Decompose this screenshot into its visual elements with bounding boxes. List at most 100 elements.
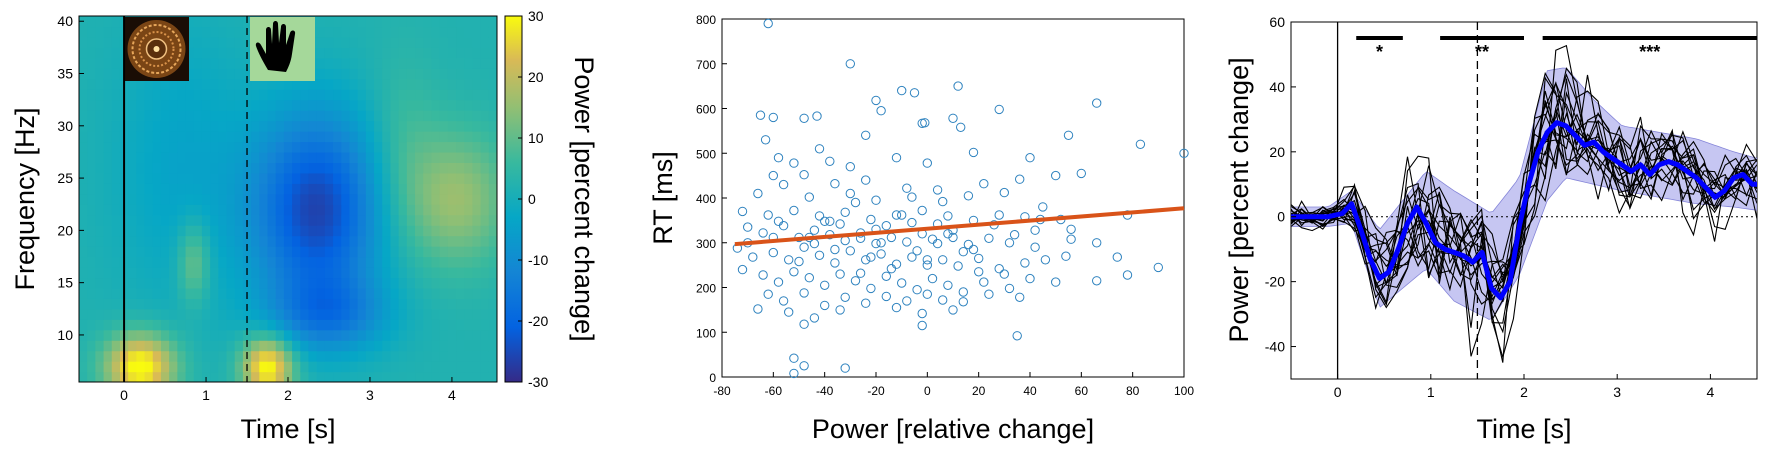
heatmap-cell [423, 36, 433, 48]
heatmap-cell [333, 287, 342, 299]
heatmap-cell [374, 99, 383, 111]
heatmap-cell [169, 246, 178, 258]
heatmap-cell [242, 162, 252, 174]
heatmap-cell [218, 78, 228, 90]
heatmap-cell [259, 350, 269, 362]
scatter-point [768, 170, 778, 181]
heatmap-cell [177, 214, 187, 226]
heatmap-cell [357, 193, 367, 205]
heatmap-cell [259, 266, 269, 279]
heatmap-cell [292, 99, 301, 111]
heatmap-cell [333, 36, 342, 48]
heatmap-cell [87, 47, 96, 59]
heatmap-cell [333, 214, 342, 226]
heatmap-cell [488, 287, 497, 299]
heatmap-cell [308, 371, 318, 382]
heatmap-cell [447, 214, 457, 226]
heatmap-cell [234, 287, 244, 299]
heatmap-cell [226, 214, 236, 226]
heatmap-cell [431, 214, 441, 226]
scatter-point [830, 258, 840, 268]
heatmap-cell [79, 193, 88, 205]
heatmap-cell [439, 371, 449, 382]
heatmap-cell [365, 308, 375, 320]
heatmap-cell [365, 120, 375, 132]
heatmap-cell [333, 361, 342, 373]
heatmap-cell [177, 340, 187, 352]
heatmap-cell [283, 235, 293, 247]
scatter-point [886, 232, 897, 243]
heatmap-cell [357, 277, 367, 289]
heatmap-cell [267, 319, 277, 331]
heatmap-cell [234, 151, 244, 163]
scatter-point [820, 216, 830, 227]
heatmap-cell [275, 371, 285, 382]
heatmap-cell [87, 162, 96, 174]
heatmap-cell [136, 131, 146, 143]
heatmap-cell [226, 371, 236, 382]
scatter-point [902, 296, 912, 306]
heatmap-cell [283, 298, 293, 310]
heatmap-cell [201, 214, 211, 226]
heatmap-cell [177, 371, 187, 382]
heatmap-cell [226, 204, 236, 216]
heatmap-cell [390, 99, 400, 111]
heatmap-cell [111, 131, 121, 143]
heatmap-cell [365, 26, 375, 38]
heatmap-cell [226, 78, 236, 90]
heatmap-cell [103, 16, 113, 28]
heatmap-cell [226, 172, 236, 184]
heatmap-cell [431, 287, 441, 299]
heatmap-cell [144, 340, 154, 352]
heatmap-cell [210, 57, 219, 69]
heatmap-cell [169, 151, 178, 163]
heatmap-cell [406, 162, 416, 174]
heatmap-cell [390, 319, 400, 331]
heatmap-cell [201, 120, 211, 132]
heatmap-cell [79, 151, 88, 163]
heatmap-cell [283, 183, 293, 195]
heatmap-cell [333, 319, 342, 331]
heatmap-cell [365, 183, 375, 195]
heatmap-cell [234, 141, 244, 153]
heatmap-cell [193, 99, 203, 111]
heatmap-cell [234, 308, 244, 320]
heatmap-cell [456, 246, 465, 258]
heatmap-cell [128, 193, 137, 205]
heatmap-cell [300, 89, 310, 101]
heatmap-cell [169, 350, 178, 362]
x-tick-label: 20 [972, 384, 986, 398]
heatmap-cell [447, 172, 457, 184]
scatter-point [994, 264, 1004, 274]
heatmap-cell [406, 214, 416, 226]
heatmap-cell [111, 151, 121, 163]
heatmap-cell [324, 235, 334, 247]
heatmap-cell [234, 193, 244, 205]
heatmap-cell [415, 361, 424, 373]
heatmap-cell [218, 47, 228, 59]
heatmap-cell [103, 57, 113, 69]
heatmap-cell [193, 319, 203, 331]
scatter-point [943, 229, 953, 239]
heatmap-cell [472, 89, 482, 101]
scatter-point [784, 307, 794, 317]
heatmap-cell [259, 131, 269, 143]
heatmap-cell [259, 99, 269, 111]
heatmap-cell [210, 47, 219, 59]
scatter-point [932, 185, 943, 195]
heatmap-cell [488, 68, 497, 80]
heatmap-cell [447, 78, 457, 90]
heatmap-cell [374, 162, 383, 174]
heatmap-cell [111, 246, 121, 258]
heatmap-cell [406, 57, 416, 69]
heatmap-cell [333, 110, 342, 122]
scatter-point [891, 153, 902, 163]
heatmap-cell [259, 340, 269, 352]
heatmap-cell [349, 141, 359, 153]
scatter-point [758, 270, 768, 280]
heatmap-cell [251, 204, 260, 216]
scatter-point [953, 261, 963, 271]
heatmap-cell [365, 131, 375, 143]
heatmap-cell [472, 193, 482, 205]
heatmap-cell [447, 193, 457, 205]
